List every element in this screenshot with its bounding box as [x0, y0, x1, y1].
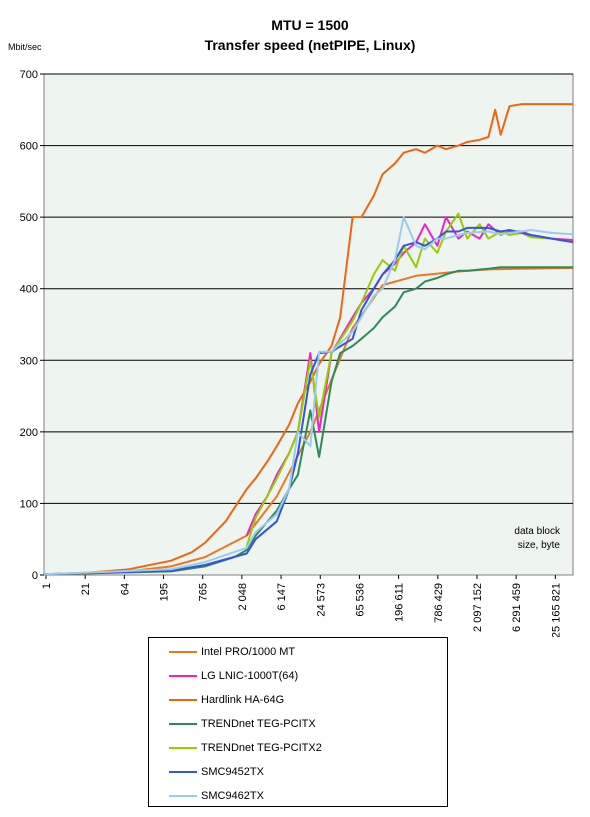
- x-tick-label: 6 147: [276, 583, 288, 611]
- y-tick-label: 600: [20, 141, 38, 153]
- x-axis-note-line2: size, byte: [518, 540, 561, 551]
- y-axis-label: Mbit/sec: [8, 42, 42, 52]
- x-tick-label: 195: [159, 583, 171, 601]
- series-line-5: [43, 226, 574, 576]
- legend-swatch-lg: [169, 675, 197, 677]
- x-tick-label: 6 291 459: [511, 583, 523, 632]
- x-tick-label: 1: [41, 583, 53, 589]
- legend-label-smc9462: SMC9462TX: [201, 790, 264, 802]
- legend-swatch-trendnet: [169, 723, 197, 725]
- legend-swatch-smc9462: [169, 795, 197, 797]
- legend-label-hardlink: Hardlink HA-64G: [201, 694, 285, 706]
- legend-item-trendnet: TRENDnet TEG-PCITX: [169, 717, 316, 731]
- legend-item-trendnet2: TRENDnet TEG-PCITX2: [169, 741, 322, 755]
- chart-title: MTU = 1500: [271, 17, 349, 33]
- y-tick-label: 100: [20, 498, 38, 510]
- legend-label-intel: Intel PRO/1000 MT: [201, 646, 296, 658]
- series-lines: [43, 103, 574, 576]
- x-tick-label: 786 429: [433, 583, 445, 623]
- legend-swatch-trendnet2: [169, 747, 197, 749]
- series-line-2: [43, 103, 573, 576]
- x-tick-label: 24 573: [315, 583, 327, 617]
- legend-item-intel: Intel PRO/1000 MT: [169, 645, 295, 659]
- x-tick-label: 2 097 152: [472, 583, 484, 632]
- legend-item-hardlink: Hardlink HA-64G: [169, 693, 284, 707]
- x-tick-label: 2 048: [237, 583, 249, 611]
- y-tick-label: 200: [20, 427, 38, 439]
- x-tick-label: 196 611: [394, 583, 406, 622]
- y-tick-label: 300: [20, 355, 38, 367]
- y-tick-label: 500: [20, 212, 38, 224]
- legend-swatch-hardlink: [169, 699, 197, 701]
- chart-svg: MTU = 1500 Transfer speed (netPIPE, Linu…: [8, 17, 574, 637]
- legend-label-smc9452: SMC9452TX: [201, 766, 264, 778]
- series-line-6: [43, 216, 574, 576]
- legend-label-trendnet2: TRENDnet TEG-PCITX2: [201, 742, 322, 754]
- legend-item-smc9462: SMC9462TX: [169, 789, 264, 803]
- legend-swatch-smc9452: [169, 771, 197, 773]
- y-axis-ticks: 0 100 200 300 400 500 600 700: [20, 69, 44, 582]
- y-tick-label: 700: [20, 69, 38, 81]
- chart-subtitle: Transfer speed (netPIPE, Linux): [205, 37, 416, 53]
- legend-item-lg: LG LNIC-1000T(64): [169, 669, 298, 683]
- legend-swatch-intel: [169, 651, 197, 653]
- y-tick-label: 0: [32, 570, 38, 582]
- x-tick-label: 21: [80, 583, 92, 595]
- legend-item-smc9452: SMC9452TX: [169, 765, 264, 779]
- plot-area: [43, 73, 574, 576]
- legend: Intel PRO/1000 MT LG LNIC-1000T(64) Hard…: [148, 637, 448, 807]
- series-line-3: [43, 266, 573, 576]
- x-axis-note-line1: data block: [514, 526, 561, 537]
- x-axis-ticks: 1 21 64 195 765 2 048 6 147 24 573 65 536 196 611…: [41, 575, 562, 637]
- x-tick-label: 765: [198, 583, 210, 601]
- x-tick-label: 64: [119, 583, 131, 595]
- y-tick-label: 400: [20, 284, 38, 296]
- legend-label-trendnet: TRENDnet TEG-PCITX: [201, 718, 316, 730]
- legend-label-lg: LG LNIC-1000T(64): [201, 670, 299, 682]
- x-tick-label: 65 536: [354, 583, 366, 617]
- x-tick-label: 25 165 821: [550, 583, 562, 637]
